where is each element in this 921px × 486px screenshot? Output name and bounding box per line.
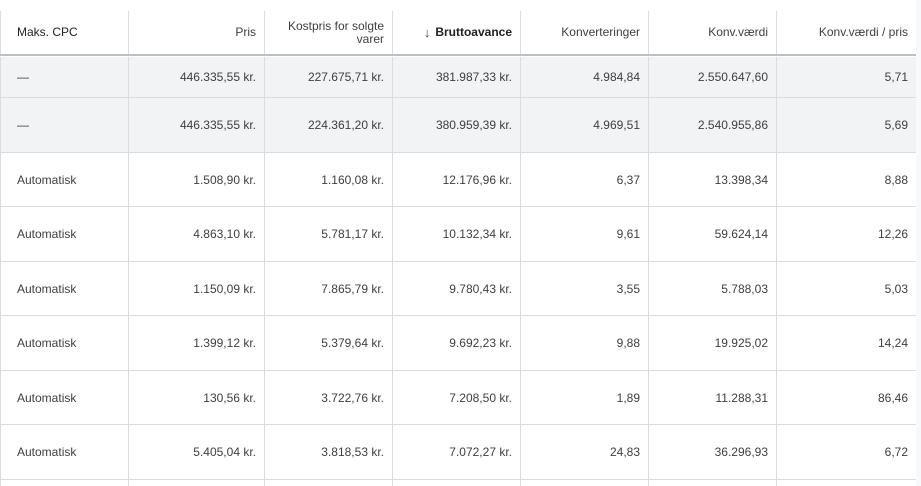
table-row-partial: [0, 480, 916, 486]
table-cell: 5,71: [776, 57, 916, 97]
table-cell: 59.624,14: [648, 207, 776, 261]
table-cell: 130,56 kr.: [128, 371, 264, 424]
summary-row: — 446.335,55 kr. 224.361,20 kr. 380.959,…: [0, 98, 916, 153]
table-cell: 14,24: [776, 316, 916, 370]
table-cell: 5,03: [776, 262, 916, 315]
table-cell: 7.072,27 kr.: [392, 425, 520, 479]
table-cell: 446.335,55 kr.: [128, 57, 264, 97]
column-header-gross-profit[interactable]: ↓ Bruttoavance: [392, 11, 520, 54]
table-cell: [128, 480, 264, 486]
column-header-conv-value-per-cost[interactable]: Konv.værdi / pris: [776, 11, 916, 54]
max-cpc-cell[interactable]: Automatisk: [0, 262, 128, 315]
table-cell: 4.969,51: [520, 98, 648, 152]
table-cell: —: [0, 98, 128, 152]
table-cell: 1.508,90 kr.: [128, 153, 264, 206]
table-row[interactable]: Automatisk 1.508,90 kr. 1.160,08 kr. 12.…: [0, 153, 916, 207]
table-cell: 36.296,93: [648, 425, 776, 479]
table-cell: 9,61: [520, 207, 648, 261]
table-cell: 446.335,55 kr.: [128, 98, 264, 152]
table-row[interactable]: Automatisk 5.405,04 kr. 3.818,53 kr. 7.0…: [0, 425, 916, 480]
arrow-down-icon: ↓: [423, 25, 431, 40]
table-cell: 13.398,34: [648, 153, 776, 206]
scrollbar[interactable]: [916, 0, 921, 486]
table-header: Maks. CPC Pris Kostpris for solgte varer…: [0, 11, 916, 56]
table-cell: 5.788,03: [648, 262, 776, 315]
table-cell: 8,88: [776, 153, 916, 206]
column-header-conv-value[interactable]: Konv.værdi: [648, 11, 776, 54]
table-cell: 6,72: [776, 425, 916, 479]
table-cell: 5.781,17 kr.: [264, 207, 392, 261]
column-header-max-cpc[interactable]: Maks. CPC: [0, 11, 128, 54]
table-cell: 1.150,09 kr.: [128, 262, 264, 315]
table-cell: 9,88: [520, 316, 648, 370]
column-header-price[interactable]: Pris: [128, 11, 264, 54]
table-cell: 6,37: [520, 153, 648, 206]
table-cell: 12.176,96 kr.: [392, 153, 520, 206]
table-cell: [520, 480, 648, 486]
table-cell: 3.722,76 kr.: [264, 371, 392, 424]
table-cell: 24,83: [520, 425, 648, 479]
table-cell: 10.132,34 kr.: [392, 207, 520, 261]
table-cell: 12,26: [776, 207, 916, 261]
max-cpc-cell[interactable]: Automatisk: [0, 316, 128, 370]
table-cell: 2.550.647,60: [648, 57, 776, 97]
table-cell: 7.208,50 kr.: [392, 371, 520, 424]
table-cell: 19.925,02: [648, 316, 776, 370]
table-row[interactable]: Automatisk 1.150,09 kr. 7.865,79 kr. 9.7…: [0, 262, 916, 316]
table-cell: 3,55: [520, 262, 648, 315]
table-row[interactable]: Automatisk 130,56 kr. 3.722,76 kr. 7.208…: [0, 371, 916, 425]
table-cell: 9.780,43 kr.: [392, 262, 520, 315]
max-cpc-cell[interactable]: Automatisk: [0, 153, 128, 206]
table-cell: 5.405,04 kr.: [128, 425, 264, 479]
table-cell: 2.540.955,86: [648, 98, 776, 152]
table-cell: [264, 480, 392, 486]
table-row[interactable]: Automatisk 4.863,10 kr. 5.781,17 kr. 10.…: [0, 207, 916, 262]
table-cell: 5,69: [776, 98, 916, 152]
table-row[interactable]: Automatisk 1.399,12 kr. 5.379,64 kr. 9.6…: [0, 316, 916, 371]
max-cpc-cell[interactable]: Automatisk: [0, 371, 128, 424]
table-cell: 1.160,08 kr.: [264, 153, 392, 206]
table-cell: 1,89: [520, 371, 648, 424]
table-cell: 3.818,53 kr.: [264, 425, 392, 479]
table-cell: 9.692,23 kr.: [392, 316, 520, 370]
table-cell: 86,46: [776, 371, 916, 424]
table-cell: 380.959,39 kr.: [392, 98, 520, 152]
column-header-cost-of-goods-sold[interactable]: Kostpris for solgte varer: [264, 11, 392, 54]
summary-row: — 446.335,55 kr. 227.675,71 kr. 381.987,…: [0, 57, 916, 98]
table-cell: 4.863,10 kr.: [128, 207, 264, 261]
max-cpc-cell[interactable]: Automatisk: [0, 207, 128, 261]
table-cell: 381.987,33 kr.: [392, 57, 520, 97]
table-cell: 7.865,79 kr.: [264, 262, 392, 315]
table-cell: [776, 480, 916, 486]
table-cell: 11.288,31: [648, 371, 776, 424]
column-header-conversions[interactable]: Konverteringer: [520, 11, 648, 54]
table-cell: [648, 480, 776, 486]
table-cell: 227.675,71 kr.: [264, 57, 392, 97]
table-cell: 4.984,84: [520, 57, 648, 97]
table-cell: 224.361,20 kr.: [264, 98, 392, 152]
table-cell: 1.399,12 kr.: [128, 316, 264, 370]
table-cell: —: [0, 57, 128, 97]
max-cpc-cell[interactable]: Automatisk: [0, 425, 128, 479]
table-cell: [392, 480, 520, 486]
table-cell: [0, 480, 128, 486]
table-cell: 5.379,64 kr.: [264, 316, 392, 370]
